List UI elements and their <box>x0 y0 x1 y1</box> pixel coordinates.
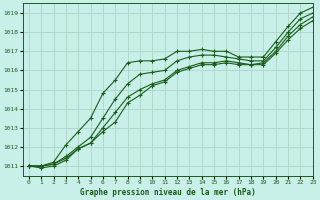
X-axis label: Graphe pression niveau de la mer (hPa): Graphe pression niveau de la mer (hPa) <box>80 188 256 197</box>
